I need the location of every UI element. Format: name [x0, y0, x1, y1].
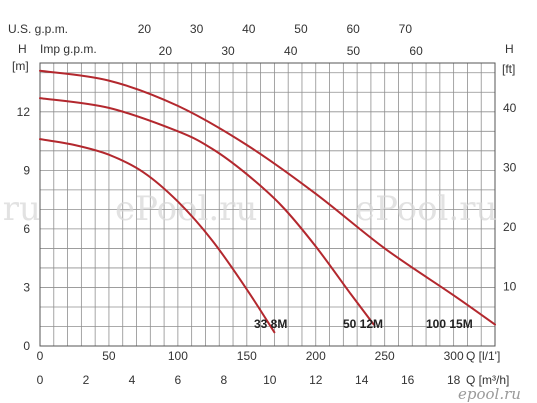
- tick-label-top-us: 50: [294, 22, 308, 36]
- watermarks: .ru ePool.ru ePool.ru: [0, 189, 497, 229]
- top-imp-axis-label: Imp g.p.m.: [40, 42, 97, 56]
- tick-label-bottom-primary: 300: [444, 349, 464, 363]
- tick-label-bottom-primary: 250: [375, 349, 395, 363]
- bottom-primary-axis-label: Q [l/1']: [466, 349, 500, 363]
- tick-label-top-imp: 20: [159, 44, 173, 58]
- left-axis-label: H: [18, 42, 27, 56]
- tick-label-left: 3: [23, 280, 30, 294]
- curve-50-12m: [39, 97, 375, 326]
- right-axis-unit: [ft]: [502, 62, 515, 76]
- tick-label-right: 30: [503, 161, 517, 175]
- tick-label-top-imp: 30: [221, 44, 235, 58]
- right-axis-label: H: [505, 42, 514, 56]
- tick-label-bottom-primary: 200: [306, 349, 326, 363]
- tick-label-bottom-secondary: 18: [447, 373, 461, 387]
- tick-label-bottom-secondary: 14: [355, 373, 369, 387]
- tick-label-top-imp: 50: [347, 44, 361, 58]
- grid-lines: [39, 62, 496, 347]
- tick-label-bottom-primary: 150: [237, 349, 257, 363]
- curve-label-33-8m: 33 8M: [254, 317, 287, 331]
- tick-label-top-us: 20: [138, 22, 152, 36]
- tick-label-bottom-secondary: 12: [309, 373, 323, 387]
- tick-label-bottom-primary: 0: [37, 349, 44, 363]
- logo-watermark: epool.ru: [458, 385, 521, 403]
- tick-labels: 0 3 6 9 12 10 20 30 40 0 50 100 150 200 250 300 0 2 4 6 8 10 1…: [17, 22, 517, 387]
- bottom-secondary-axis-label: Q [m³/h]: [466, 373, 509, 387]
- tick-label-bottom-secondary: 4: [129, 373, 136, 387]
- watermark-right: ePool.ru: [355, 189, 497, 229]
- curves-layer: [39, 69, 496, 334]
- tick-label-right: 40: [503, 101, 517, 115]
- tick-label-right: 20: [503, 220, 517, 234]
- plot-frame: [39, 62, 496, 347]
- tick-label-bottom-secondary: 8: [220, 373, 227, 387]
- tick-label-top-imp: 40: [284, 44, 298, 58]
- tick-label-top-us: 30: [190, 22, 204, 36]
- tick-label-top-us: 60: [346, 22, 360, 36]
- curve-label-50-12m: 50 12M: [343, 317, 383, 331]
- top-us-axis-label: U.S. g.p.m.: [8, 22, 68, 36]
- tick-label-left: 6: [23, 222, 30, 236]
- tick-label-right: 10: [503, 280, 517, 294]
- tick-label-left: 12: [17, 105, 31, 119]
- curve-100-15m: [39, 69, 496, 326]
- tick-label-left: 0: [23, 339, 30, 353]
- tick-label-bottom-secondary: 0: [37, 373, 44, 387]
- tick-label-bottom-secondary: 6: [175, 373, 182, 387]
- tick-label-bottom-primary: 100: [168, 349, 188, 363]
- tick-label-bottom-secondary: 2: [83, 373, 90, 387]
- tick-label-top-us: 70: [399, 22, 413, 36]
- curve-33-8m: [39, 138, 276, 334]
- tick-label-top-us: 40: [242, 22, 256, 36]
- tick-label-bottom-secondary: 16: [401, 373, 415, 387]
- curve-label-100-15m: 100 15M: [426, 317, 473, 331]
- tick-label-top-imp: 60: [409, 44, 423, 58]
- left-axis-unit: [m]: [12, 59, 29, 73]
- tick-label-left: 9: [23, 163, 30, 177]
- watermark-left: .ru: [0, 189, 41, 229]
- tick-label-bottom-primary: 50: [102, 349, 116, 363]
- tick-label-bottom-secondary: 10: [263, 373, 277, 387]
